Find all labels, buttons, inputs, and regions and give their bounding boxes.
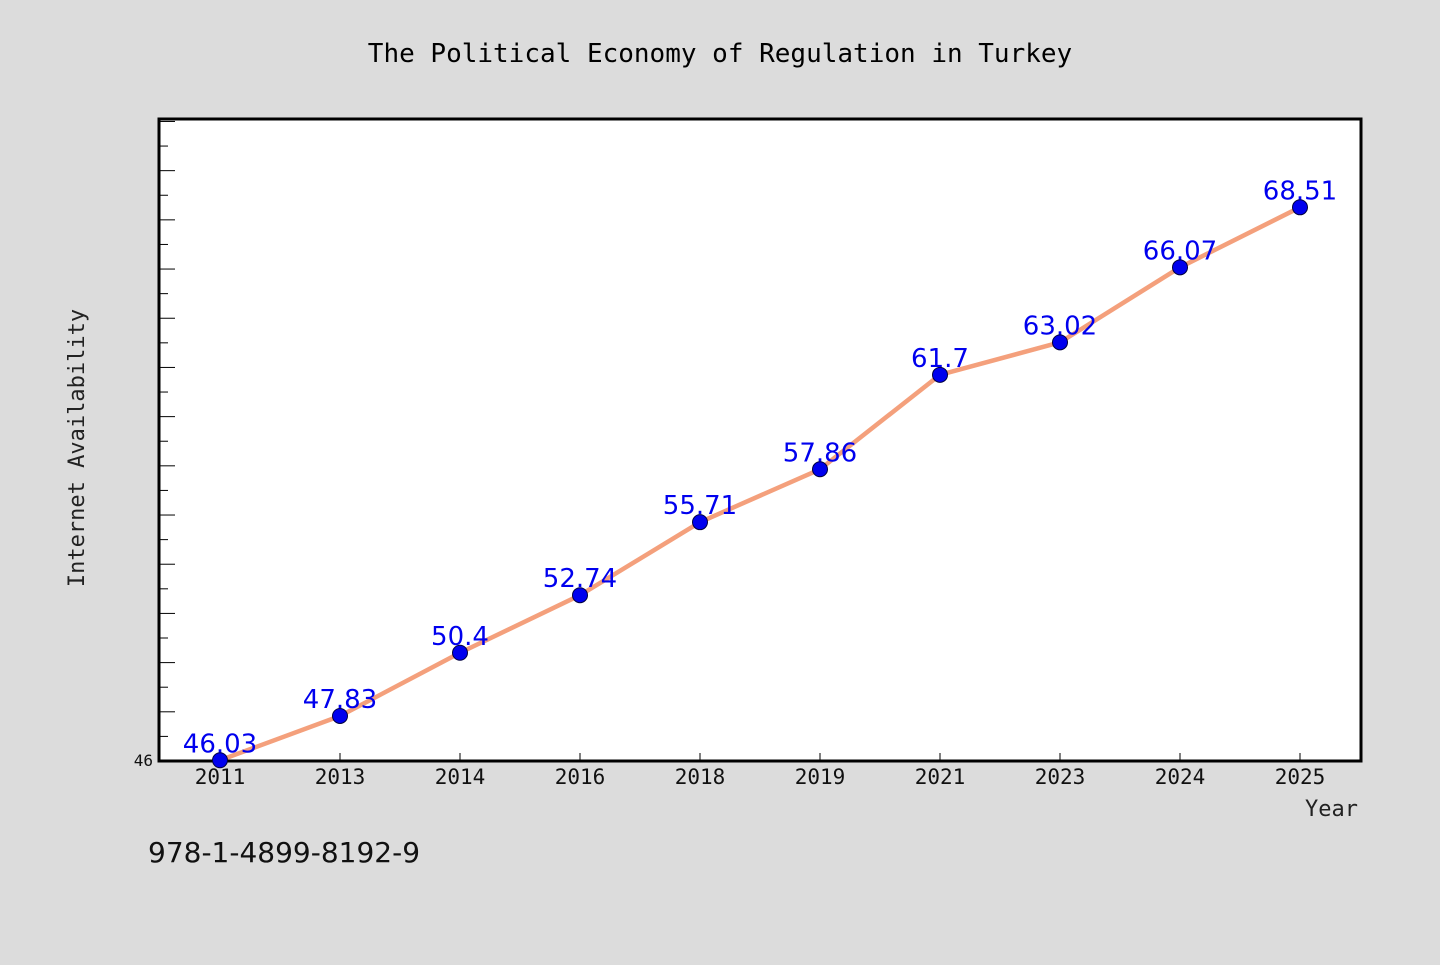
data-point — [1292, 199, 1308, 216]
data-label: 61.7 — [911, 344, 969, 374]
x-tick-label: 2013 — [315, 765, 366, 789]
y-axis-label: Internet Availability — [65, 309, 90, 587]
x-tick-label: 2019 — [795, 765, 846, 789]
data-label: 55.71 — [663, 491, 737, 521]
x-tick-label: 2023 — [1035, 765, 1086, 789]
y-tick-label: 46 — [134, 751, 153, 770]
isbn-text: 978-1-4899-8192-9 — [148, 836, 420, 869]
data-label: 47.83 — [303, 685, 377, 715]
data-label: 52.74 — [543, 564, 617, 594]
data-label: 57.86 — [783, 438, 857, 468]
data-label: 63.02 — [1023, 311, 1097, 341]
data-point — [692, 514, 708, 531]
data-label: 66.07 — [1143, 236, 1217, 266]
data-label: 46.03 — [183, 729, 257, 759]
plot-area — [157, 117, 1363, 763]
data-point — [452, 644, 468, 661]
x-tick-label: 2016 — [555, 765, 606, 789]
y-axis-ticks: 46 — [134, 120, 175, 770]
x-tick-label: 2011 — [195, 765, 246, 789]
series-line — [217, 205, 1303, 763]
x-axis-ticks: 2011 2013 2014 2016 2018 2019 2021 2023 2024 2025 — [195, 753, 1326, 789]
data-point — [1052, 334, 1068, 351]
data-label-layer: 46.03 47.83 50.4 52.74 55.71 57.86 61.7 63.02 66… — [183, 176, 1337, 759]
chart-title: The Political Economy of Regulation in T… — [368, 39, 1072, 69]
data-point — [1172, 259, 1188, 276]
x-tick-label: 2024 — [1155, 765, 1206, 789]
data-point — [212, 752, 228, 769]
data-point — [932, 366, 948, 383]
data-point — [332, 707, 348, 724]
data-label: 50.4 — [431, 622, 489, 652]
x-tick-label: 2014 — [435, 765, 486, 789]
series-layer — [212, 199, 1308, 769]
x-tick-label: 2021 — [915, 765, 966, 789]
data-label: 68.51 — [1263, 176, 1337, 206]
x-axis-label: Year — [1305, 797, 1358, 822]
data-point — [812, 461, 828, 478]
data-point — [572, 587, 588, 604]
x-tick-label: 2025 — [1275, 765, 1326, 789]
x-tick-label: 2018 — [675, 765, 726, 789]
